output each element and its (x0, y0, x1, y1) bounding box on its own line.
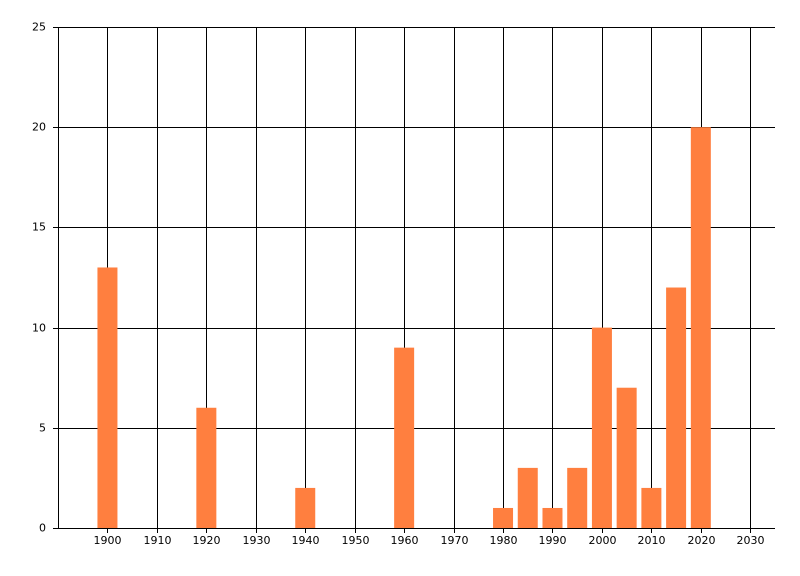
y-tick-label: 20 (32, 121, 46, 134)
x-tick-label: 1970 (441, 534, 469, 547)
x-tick-label: 1940 (292, 534, 320, 547)
x-tick-label: 1900 (94, 534, 122, 547)
bar (591, 327, 612, 528)
y-tick-label: 5 (39, 422, 46, 435)
bar (394, 347, 415, 528)
bar (295, 487, 316, 528)
bar (666, 287, 687, 528)
x-tick-label: 2030 (737, 534, 765, 547)
y-tick-label: 10 (32, 322, 46, 335)
bar (567, 467, 588, 528)
x-tick-label: 2020 (688, 534, 716, 547)
y-tick-label: 25 (32, 21, 46, 34)
bar (196, 407, 217, 528)
bar (616, 387, 637, 528)
x-tick-label: 2000 (589, 534, 617, 547)
bar (517, 467, 538, 528)
y-tick-label: 15 (32, 221, 46, 234)
bar (542, 507, 563, 528)
bar (493, 507, 514, 528)
x-tick-label: 1980 (490, 534, 518, 547)
x-tick-label: 1910 (144, 534, 172, 547)
x-tick-label: 1990 (539, 534, 567, 547)
bar (97, 267, 118, 528)
x-tick-label: 1960 (391, 534, 419, 547)
x-tick-label: 2010 (638, 534, 666, 547)
bar (690, 127, 711, 528)
bar (641, 487, 662, 528)
y-tick-label: 0 (39, 522, 46, 535)
x-tick-label: 1950 (342, 534, 370, 547)
x-tick-label: 1930 (243, 534, 271, 547)
x-tick-label: 1920 (193, 534, 221, 547)
